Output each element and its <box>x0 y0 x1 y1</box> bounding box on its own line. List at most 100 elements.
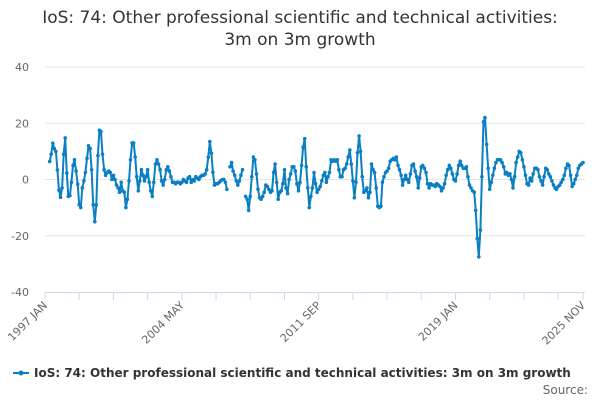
data-point[interactable] <box>60 186 64 190</box>
data-point[interactable] <box>251 155 256 159</box>
data-point[interactable] <box>405 177 410 182</box>
data-point[interactable] <box>54 149 58 154</box>
data-point[interactable] <box>271 170 276 175</box>
data-point[interactable] <box>442 181 447 186</box>
data-point[interactable] <box>581 160 585 165</box>
data-point[interactable] <box>232 173 237 178</box>
data-point[interactable] <box>382 174 386 179</box>
data-point[interactable] <box>144 174 148 179</box>
data-point[interactable] <box>321 173 326 178</box>
data-point[interactable] <box>509 177 514 182</box>
data-point[interactable] <box>108 170 113 175</box>
data-point[interactable] <box>445 167 450 172</box>
data-point[interactable] <box>403 173 408 178</box>
data-point[interactable] <box>475 236 480 241</box>
data-point[interactable] <box>315 190 319 194</box>
data-point[interactable] <box>473 208 478 213</box>
data-point[interactable] <box>425 181 430 186</box>
data-point[interactable] <box>483 115 487 120</box>
data-point[interactable] <box>444 173 449 178</box>
data-point[interactable] <box>478 228 483 232</box>
data-point[interactable] <box>491 173 495 178</box>
data-point[interactable] <box>316 187 321 192</box>
data-point[interactable] <box>274 180 279 185</box>
data-point[interactable] <box>256 187 260 192</box>
data-point[interactable] <box>380 180 385 185</box>
data-point[interactable] <box>270 189 274 193</box>
data-point[interactable] <box>99 129 103 134</box>
data-point[interactable] <box>539 179 543 183</box>
data-point[interactable] <box>557 183 562 187</box>
data-point[interactable] <box>74 169 78 173</box>
data-point[interactable] <box>292 165 296 169</box>
data-point[interactable] <box>523 173 528 178</box>
data-point[interactable] <box>346 155 351 159</box>
data-point[interactable] <box>94 203 99 207</box>
data-point[interactable] <box>450 172 455 176</box>
data-point[interactable] <box>187 174 192 179</box>
data-point[interactable] <box>267 187 271 192</box>
data-point[interactable] <box>155 158 159 162</box>
data-point[interactable] <box>103 173 108 178</box>
data-point[interactable] <box>243 194 248 199</box>
data-point[interactable] <box>489 180 494 185</box>
data-point[interactable] <box>293 169 298 173</box>
data-point[interactable] <box>113 177 117 182</box>
data-point[interactable] <box>456 163 461 168</box>
data-point[interactable] <box>576 166 581 171</box>
data-point[interactable] <box>295 181 299 186</box>
data-point[interactable] <box>231 169 235 173</box>
data-point[interactable] <box>564 166 568 171</box>
data-point[interactable] <box>550 179 554 183</box>
data-point[interactable] <box>355 151 360 155</box>
data-point[interactable] <box>372 170 377 175</box>
data-point[interactable] <box>439 189 444 193</box>
data-point[interactable] <box>487 187 492 192</box>
data-point[interactable] <box>447 163 452 168</box>
data-point[interactable] <box>301 145 305 149</box>
data-point[interactable] <box>520 158 525 162</box>
data-point[interactable] <box>522 165 526 169</box>
data-point[interactable] <box>169 174 173 179</box>
data-point[interactable] <box>145 167 150 172</box>
data-point[interactable] <box>100 152 105 156</box>
data-point[interactable] <box>65 171 69 175</box>
data-point[interactable] <box>568 173 573 178</box>
data-point[interactable] <box>250 174 254 179</box>
data-point[interactable] <box>421 163 425 168</box>
data-point[interactable] <box>58 195 63 199</box>
data-point[interactable] <box>124 205 128 210</box>
data-point[interactable] <box>153 162 158 166</box>
legend-label[interactable]: IoS: 74: Other professional scientific a… <box>34 366 571 380</box>
data-point[interactable] <box>508 172 512 176</box>
data-point[interactable] <box>408 172 413 176</box>
data-point[interactable] <box>548 174 553 179</box>
data-point[interactable] <box>167 169 172 173</box>
data-point[interactable] <box>486 166 491 171</box>
data-point[interactable] <box>82 179 86 183</box>
data-point[interactable] <box>184 180 189 185</box>
data-point[interactable] <box>396 163 400 168</box>
data-point[interactable] <box>417 176 422 180</box>
data-point[interactable] <box>366 196 371 200</box>
data-point[interactable] <box>128 158 133 162</box>
data-point[interactable] <box>68 193 72 198</box>
data-point[interactable] <box>111 173 116 178</box>
data-point[interactable] <box>529 179 534 183</box>
data-point[interactable] <box>117 190 122 194</box>
data-point[interactable] <box>358 149 363 154</box>
data-point[interactable] <box>96 153 100 158</box>
data-point[interactable] <box>222 177 226 182</box>
data-point[interactable] <box>354 180 358 185</box>
data-point[interactable] <box>575 173 579 178</box>
data-point[interactable] <box>69 180 74 185</box>
data-point[interactable] <box>86 144 91 148</box>
data-point[interactable] <box>472 190 477 194</box>
data-point[interactable] <box>75 182 80 187</box>
data-point[interactable] <box>125 197 130 201</box>
data-point[interactable] <box>363 189 368 193</box>
data-point[interactable] <box>449 166 453 171</box>
data-point[interactable] <box>279 189 284 193</box>
data-point[interactable] <box>567 163 571 168</box>
data-point[interactable] <box>85 156 89 161</box>
